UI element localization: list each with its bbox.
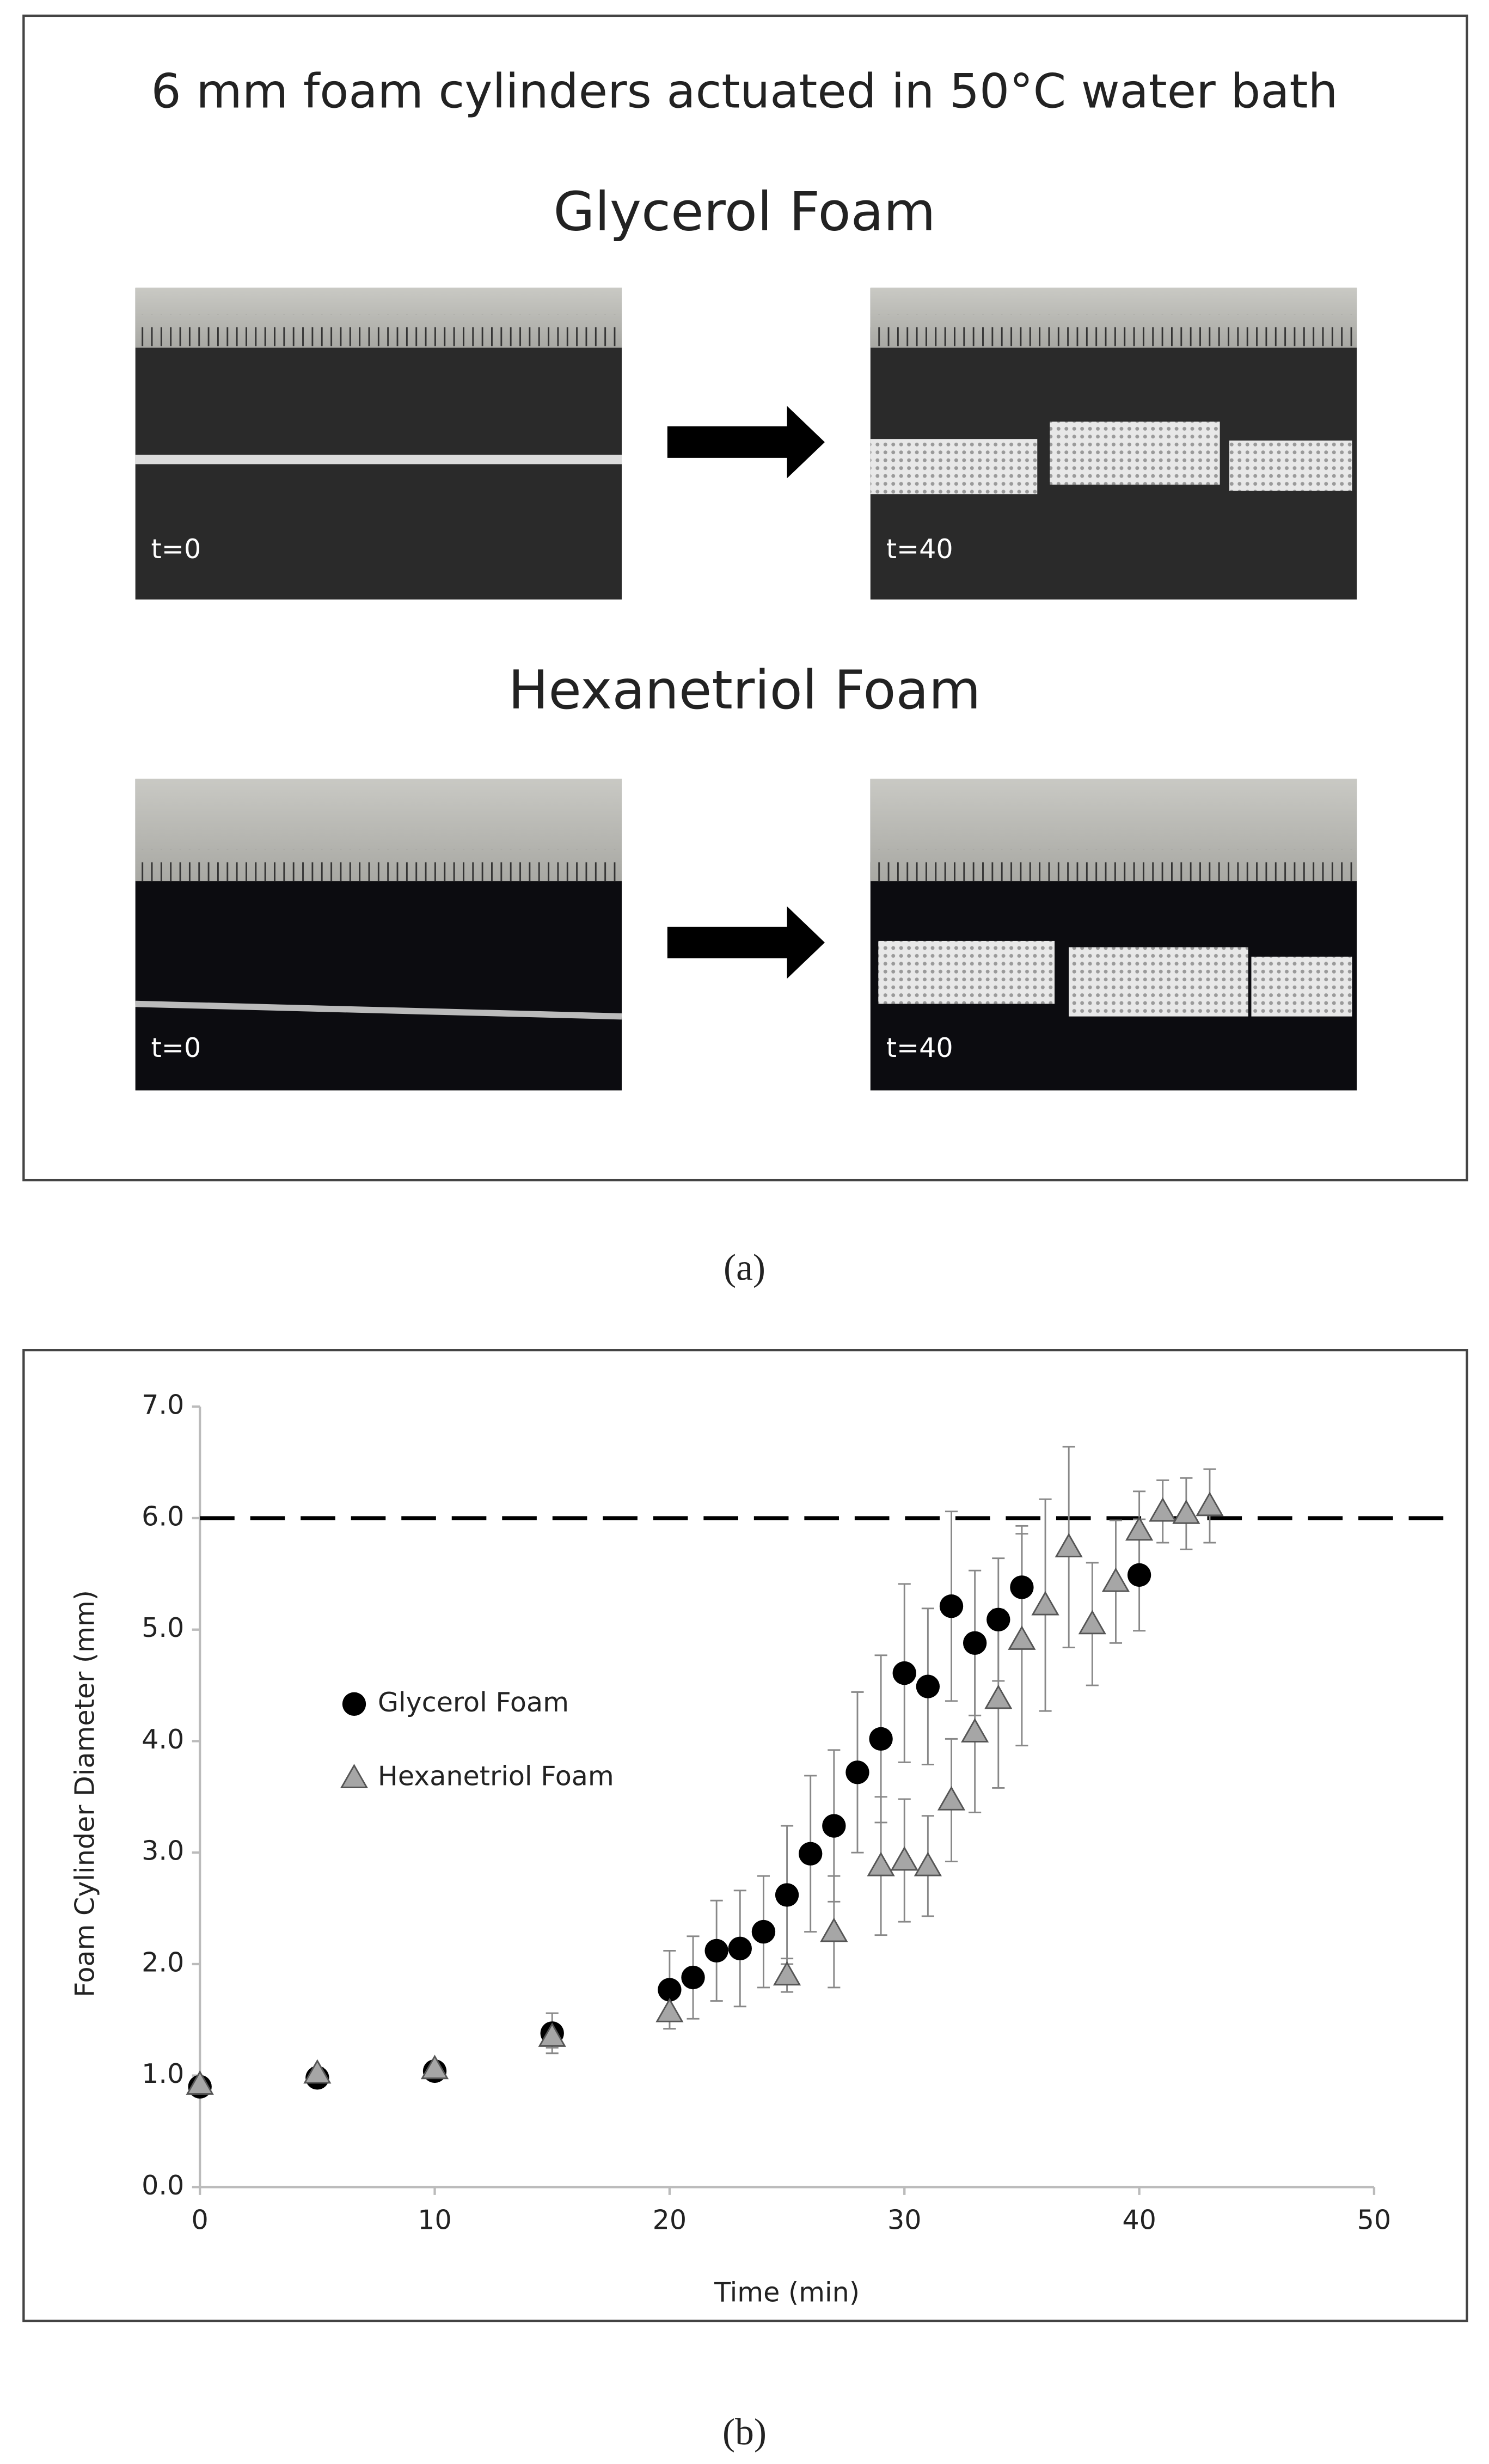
y-tick-label: 1.0 (142, 2058, 184, 2089)
photo: t=40 (870, 779, 1357, 1091)
marker (681, 1965, 705, 1990)
marker (799, 1842, 823, 1866)
marker (1010, 1575, 1034, 1599)
time-label: t=0 (151, 533, 201, 565)
marker (1125, 1516, 1154, 1541)
marker (937, 1786, 966, 1811)
panel-b-frame (22, 1349, 1468, 2322)
arrow (667, 906, 825, 979)
marker (1149, 1497, 1177, 1522)
marker (822, 1814, 846, 1838)
plot: 0.0 1.0 2.0 3.0 4.0 5.0 6.0 7.0 0 10 20 30 40 50 Glyce… (142, 1389, 1456, 2236)
time-label: t=40 (886, 533, 953, 565)
marker (658, 1978, 682, 2002)
y-tick-label: 4.0 (142, 1723, 184, 1755)
marker (538, 2022, 566, 2047)
legend-marker (342, 1692, 366, 1716)
caption: (a) (724, 1247, 765, 1289)
arrow (667, 406, 825, 479)
marker (963, 1631, 987, 1655)
marker (773, 1961, 801, 1986)
marker (1055, 1533, 1083, 1557)
photo: t=0 (135, 779, 622, 1091)
marker (916, 1674, 940, 1698)
caption: (b) (722, 2411, 767, 2453)
marker (820, 1917, 848, 1942)
y-tick-label: 7.0 (142, 1389, 184, 1421)
marker (892, 1661, 916, 1685)
y-tick-label: 6.0 (142, 1500, 184, 1532)
photo: t=0 (135, 288, 622, 600)
marker (775, 1883, 799, 1907)
marker (869, 1727, 893, 1751)
x-axis-label: Time (min) (714, 2276, 860, 2308)
panel-a-frame (22, 14, 1468, 1182)
panel-title: 6 mm foam cylinders actuated in 50°C wat… (151, 64, 1338, 119)
x-tick-label: 0 (192, 2204, 209, 2236)
marker (890, 1846, 918, 1871)
photo: t=40 (870, 288, 1357, 600)
marker (1101, 1567, 1130, 1592)
y-tick-label: 0.0 (142, 2169, 184, 2201)
marker (1008, 1625, 1036, 1650)
marker (1078, 1610, 1106, 1635)
marker (186, 2070, 214, 2095)
marker (1031, 1591, 1059, 1616)
legend-label: Hexanetriol Foam (378, 1760, 614, 1792)
marker (728, 1936, 752, 1960)
marker (986, 1607, 1010, 1631)
row-label: Glycerol Foam (553, 181, 935, 243)
x-tick-label: 30 (887, 2204, 922, 2236)
marker (914, 1851, 942, 1876)
time-label: t=40 (886, 1032, 953, 1063)
marker (704, 1939, 728, 1963)
marker (420, 2055, 449, 2080)
marker (984, 1684, 1013, 1709)
marker (1172, 1499, 1200, 1524)
y-tick-label: 3.0 (142, 1835, 184, 1867)
x-tick-label: 20 (653, 2204, 687, 2236)
x-tick-label: 50 (1357, 2204, 1392, 2236)
marker (845, 1760, 869, 1784)
marker (751, 1919, 776, 1944)
marker (867, 1851, 895, 1876)
time-label: t=0 (151, 1032, 201, 1063)
x-tick-label: 40 (1122, 2204, 1156, 2236)
legend-label: Glycerol Foam (378, 1686, 569, 1718)
marker (961, 1718, 989, 1742)
y-tick-label: 2.0 (142, 1946, 184, 1978)
marker (1196, 1491, 1224, 1517)
marker (1127, 1563, 1151, 1587)
legend-marker (340, 1764, 369, 1788)
marker (939, 1594, 964, 1618)
row-label: Hexanetriol Foam (508, 659, 981, 722)
y-axis-label: Foam Cylinder Diameter (mm) (69, 1590, 101, 1997)
y-tick-label: 5.0 (142, 1612, 184, 1643)
x-tick-label: 10 (418, 2204, 452, 2236)
marker (655, 1997, 684, 2022)
marker (303, 2059, 332, 2084)
